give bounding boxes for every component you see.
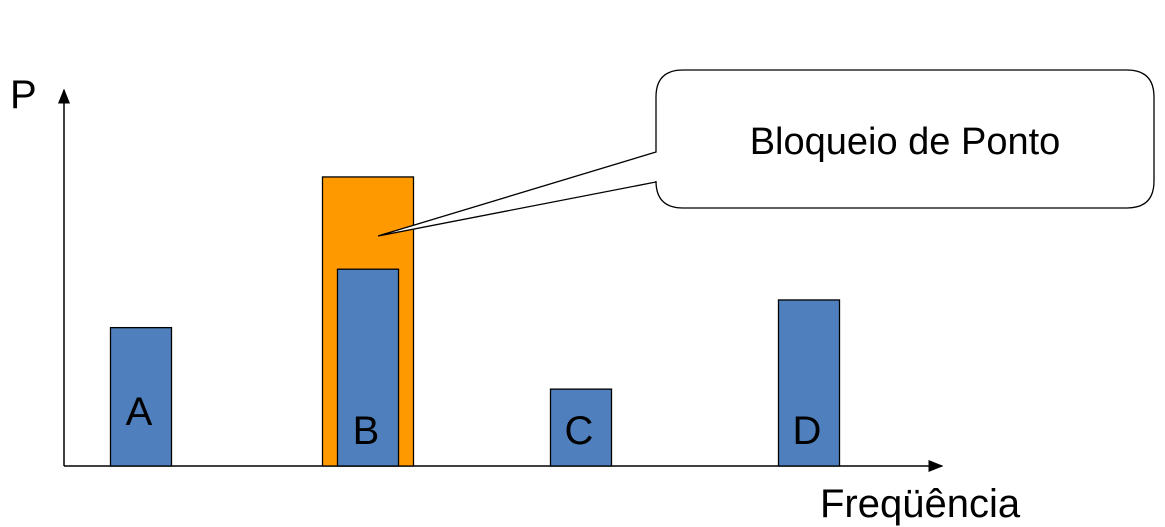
bar-c (549, 388, 613, 467)
callout-text: Bloqueio de Ponto (750, 121, 1061, 163)
callout-bubble (377, 69, 1155, 237)
bar-label-b: B (353, 409, 380, 453)
bars-group: A B C D (109, 176, 841, 467)
bar-label-c: C (565, 409, 594, 453)
bar-d (777, 299, 841, 467)
bar-label-d: D (793, 409, 822, 453)
callout: Bloqueio de Ponto (377, 69, 1155, 237)
bar-a (109, 326, 173, 467)
y-axis-label: P (10, 73, 37, 117)
bar-b (336, 268, 400, 467)
x-axis-label: Freqüência (820, 482, 1021, 526)
bar-label-a: A (126, 390, 153, 434)
